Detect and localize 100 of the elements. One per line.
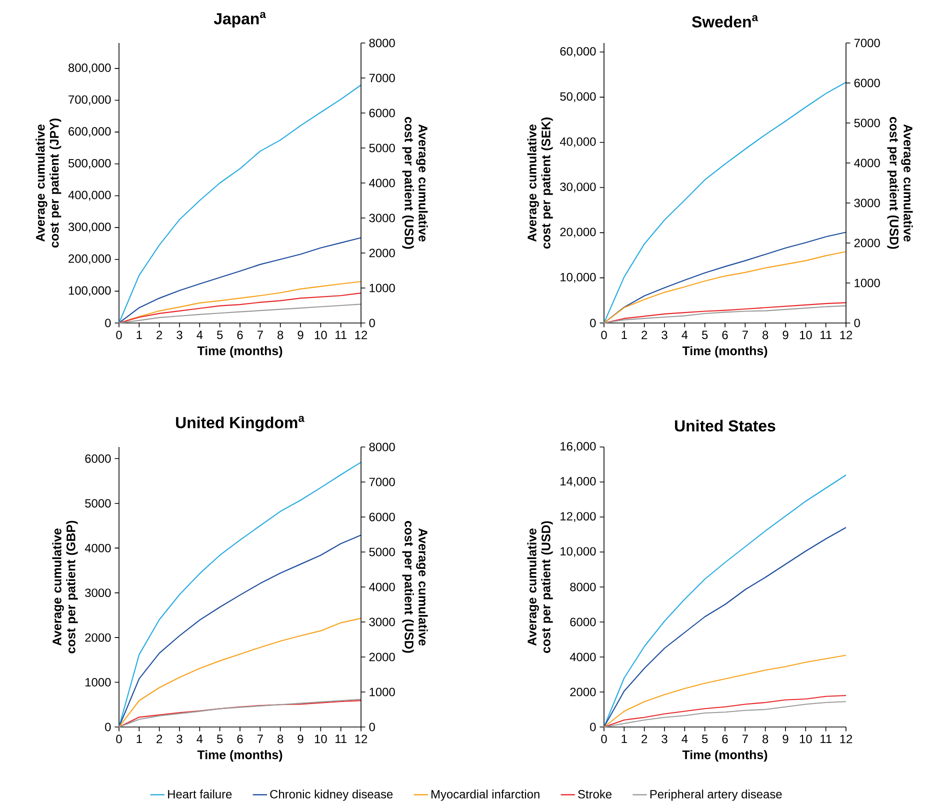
y2-tick-label: 0 — [369, 722, 375, 732]
y-tick-label: 0 — [590, 722, 596, 732]
legend-label: Heart failure — [168, 790, 232, 798]
x-tick-label: 4 — [196, 330, 203, 339]
x-tick-label: 9 — [782, 734, 788, 744]
chart-title: Japan$^{a}$ — [214, 12, 266, 28]
x-tick-label: 8 — [762, 734, 768, 744]
x-tick-label: 1 — [622, 734, 627, 743]
x-tick-label: 0 — [601, 330, 607, 340]
y2-tick-label: 7000 — [369, 478, 395, 486]
y-tick-label: 400,000 — [68, 190, 111, 201]
y2-tick-label: 4000 — [369, 178, 395, 188]
y-tick-label: 3000 — [85, 588, 111, 598]
x-tick-label: 6 — [722, 330, 728, 340]
y2-tick-label: 1000 — [370, 284, 395, 292]
y2-tick-label: 2000 — [369, 652, 395, 662]
y2-tick-label: 5000 — [369, 548, 395, 556]
x-tick-label: 0 — [116, 734, 122, 744]
x-tick-label: 12 — [840, 330, 852, 340]
y-tick-label: 60,000 — [560, 47, 596, 57]
x-tick-label: 3 — [176, 330, 182, 340]
x-tick-label: 11 — [820, 734, 832, 743]
y2-tick-label: 6000 — [854, 78, 880, 88]
y-tick-label: 40,000 — [560, 137, 596, 148]
y2-tick-label: 4000 — [854, 158, 880, 168]
y-tick-label: 2000 — [85, 633, 111, 642]
y2-axis-title: Average cumulative cost per patient (USD) — [402, 117, 428, 249]
x-tick-label: 1 — [136, 330, 142, 339]
chart-title: United Kingdom$^{a}$ — [176, 416, 304, 432]
y2-tick-label: 0 — [369, 318, 375, 328]
y-tick-label: 16,000 — [560, 442, 596, 452]
x-axis-title: Time (months) — [682, 346, 768, 358]
x-tick-label: 12 — [355, 330, 368, 340]
chart-title: United States — [675, 420, 776, 432]
y2-tick-label: 3000 — [369, 618, 395, 626]
x-tick-label: 1 — [622, 330, 627, 339]
x-tick-label: 7 — [257, 734, 263, 743]
x-tick-label: 0 — [116, 330, 122, 340]
y-tick-label: 0 — [105, 722, 111, 732]
y-axis-title: Average cumulative cost per patient (USD) — [527, 521, 553, 653]
y2-tick-label: 5000 — [854, 118, 880, 128]
x-tick-label: 8 — [762, 330, 768, 340]
x-tick-label: 4 — [196, 734, 203, 743]
legend-label: Peripheral artery disease — [650, 790, 782, 801]
y2-tick-label: 3000 — [369, 214, 395, 222]
y2-tick-label: 1000 — [370, 688, 395, 696]
y-tick-label: 6000 — [570, 618, 596, 626]
x-axis-title: Time (months) — [682, 750, 768, 762]
y-tick-label: 12,000 — [560, 512, 596, 522]
legend-label: Myocardial infarction — [432, 790, 540, 801]
y-tick-label: 14,000 — [560, 477, 596, 487]
y-tick-label: 30,000 — [560, 182, 596, 192]
y-tick-label: 0 — [590, 318, 596, 328]
y2-tick-label: 5000 — [369, 144, 395, 152]
x-tick-label: 5 — [702, 734, 708, 744]
x-tick-label: 5 — [702, 330, 708, 340]
y-tick-label: 100,000 — [68, 286, 111, 296]
x-tick-label: 10 — [800, 734, 812, 744]
y-tick-label: 1000 — [86, 678, 111, 686]
y2-tick-label: 8000 — [369, 38, 395, 48]
y2-tick-label: 0 — [854, 318, 860, 328]
x-tick-label: 10 — [314, 734, 327, 744]
y-axis-title: Average cumulative cost per patient (GBP) — [52, 520, 78, 654]
x-tick-label: 6 — [722, 734, 728, 744]
y-tick-label: 300,000 — [68, 222, 111, 232]
y-tick-label: 4000 — [84, 544, 111, 552]
x-tick-label: 2 — [156, 330, 162, 340]
x-tick-label: 4 — [682, 734, 688, 743]
x-tick-label: 6 — [237, 330, 243, 340]
y2-tick-label: 8000 — [369, 442, 395, 452]
x-tick-label: 10 — [314, 330, 327, 340]
y2-tick-label: 6000 — [369, 108, 395, 118]
y-tick-label: 800,000 — [68, 64, 111, 74]
x-tick-label: 7 — [742, 734, 748, 743]
x-axis-title: Time (months) — [197, 346, 282, 358]
x-tick-label: 9 — [298, 734, 304, 744]
y2-axis-title: Average cumulative cost per patient (USD) — [887, 117, 913, 249]
y-tick-label: 5000 — [85, 499, 111, 508]
y2-tick-label: 2000 — [369, 248, 395, 258]
y2-tick-label: 6000 — [369, 512, 395, 522]
y-tick-label: 20,000 — [560, 228, 596, 238]
y-tick-label: 8000 — [570, 582, 596, 592]
x-tick-label: 2 — [642, 734, 648, 744]
x-tick-label: 11 — [336, 330, 346, 339]
y-axis-title: Average cumulative cost per patient (SEK) — [527, 118, 553, 249]
x-tick-label: 8 — [278, 330, 284, 340]
x-tick-label: 2 — [642, 330, 648, 340]
y-tick-label: 10,000 — [560, 547, 596, 557]
legend-label: Stroke — [578, 790, 612, 798]
x-tick-label: 5 — [216, 330, 223, 340]
y2-tick-label: 3000 — [854, 198, 880, 208]
x-tick-label: 1 — [136, 734, 142, 743]
x-tick-label: 0 — [601, 734, 607, 744]
y-tick-label: 6000 — [85, 454, 111, 463]
chart-title: Sweden$^{a}$ — [692, 15, 758, 28]
x-tick-label: 11 — [336, 734, 346, 743]
legend-label: Chronic kidney disease — [270, 790, 393, 801]
x-axis-title: Time (months) — [197, 750, 282, 762]
y-tick-label: 0 — [105, 318, 111, 328]
x-tick-label: 7 — [742, 330, 748, 339]
